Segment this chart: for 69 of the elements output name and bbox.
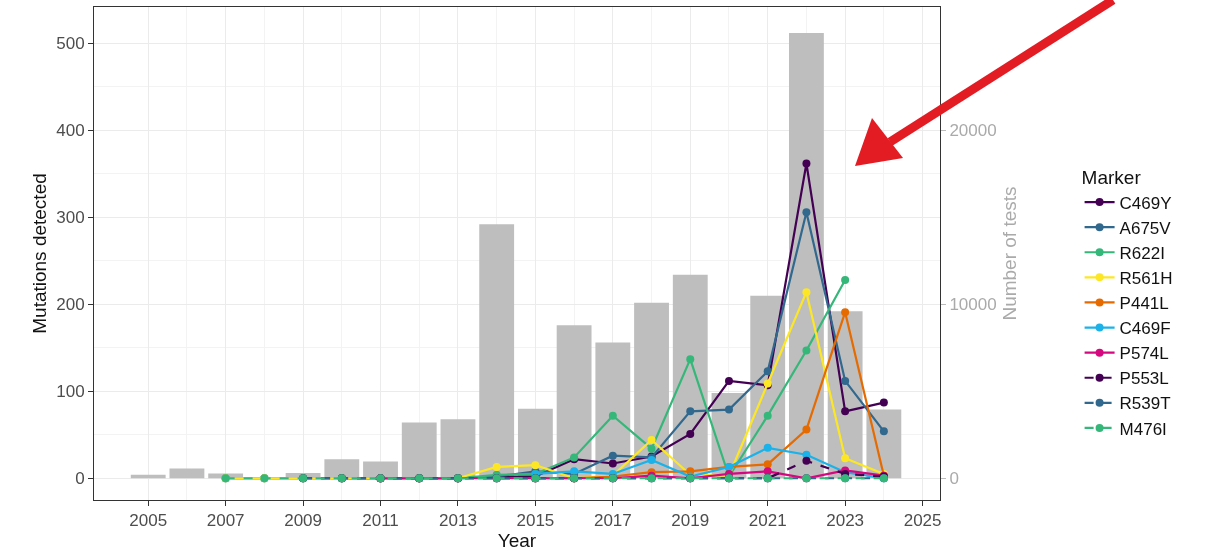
point <box>492 462 501 471</box>
legend-label: R622I <box>1119 243 1165 263</box>
y-tick-label: 400 <box>56 121 85 141</box>
x-tick-label: 2007 <box>206 511 245 531</box>
y-tick-label: 100 <box>56 382 85 402</box>
point <box>879 398 888 407</box>
legend-title: Marker <box>1081 167 1142 189</box>
x-tick-label: 2019 <box>671 511 710 531</box>
bar <box>440 419 476 479</box>
point <box>879 427 888 436</box>
y2-axis-title: Number of tests <box>998 186 1020 321</box>
y-tick-label: 300 <box>56 208 85 228</box>
point <box>763 367 772 376</box>
point <box>608 451 617 460</box>
point <box>841 407 850 416</box>
bar <box>401 422 437 479</box>
y-axis-title: Mutations detected <box>29 173 50 334</box>
y-tick-label: 200 <box>56 295 85 315</box>
point <box>763 460 772 469</box>
point <box>763 467 772 476</box>
y2-tick-label: 10000 <box>949 295 997 315</box>
point <box>841 376 850 385</box>
x-tick-label: 2011 <box>362 511 399 531</box>
point <box>802 425 811 434</box>
x-tick-label: 2021 <box>748 511 787 531</box>
legend-label: A675V <box>1119 218 1172 238</box>
point <box>686 355 695 364</box>
y2-tick-label: 0 <box>949 469 959 489</box>
point <box>647 436 656 445</box>
point <box>802 288 811 297</box>
point <box>724 405 733 414</box>
y-tick-label: 0 <box>75 469 85 489</box>
legend-label: C469Y <box>1119 193 1172 213</box>
point <box>686 429 695 438</box>
legend-label: R561H <box>1119 268 1173 288</box>
y2-tick-label: 20000 <box>949 121 997 141</box>
point <box>763 443 772 452</box>
point <box>763 411 772 420</box>
x-tick-label: 2015 <box>516 511 555 531</box>
legend-label: P441L <box>1119 294 1169 314</box>
point <box>802 208 811 217</box>
x-tick-label: 2023 <box>826 511 865 531</box>
x-tick-label: 2017 <box>593 511 632 531</box>
point <box>841 454 850 463</box>
point <box>841 308 850 317</box>
bar <box>324 459 360 479</box>
x-tick-label: 2025 <box>903 511 942 531</box>
bar <box>169 468 205 479</box>
x-tick-label: 2009 <box>284 511 322 531</box>
point <box>724 376 733 385</box>
y-tick-label: 500 <box>56 34 85 54</box>
legend-label: R539T <box>1119 394 1171 414</box>
x-tick-label: 2005 <box>129 511 168 531</box>
legend-label: P574L <box>1119 344 1169 364</box>
point <box>802 346 811 355</box>
x-axis-title: Year <box>497 530 537 552</box>
bar <box>556 325 592 479</box>
point <box>802 159 811 168</box>
legend-label: P553L <box>1119 369 1169 389</box>
x-tick-label: 2013 <box>439 511 477 531</box>
point <box>647 444 656 453</box>
point <box>841 276 850 285</box>
point <box>531 461 540 470</box>
point <box>608 411 617 420</box>
point <box>802 456 811 465</box>
legend-label: C469F <box>1119 319 1171 339</box>
legend-label: M476I <box>1119 419 1167 439</box>
point <box>686 407 695 416</box>
point <box>608 459 617 468</box>
